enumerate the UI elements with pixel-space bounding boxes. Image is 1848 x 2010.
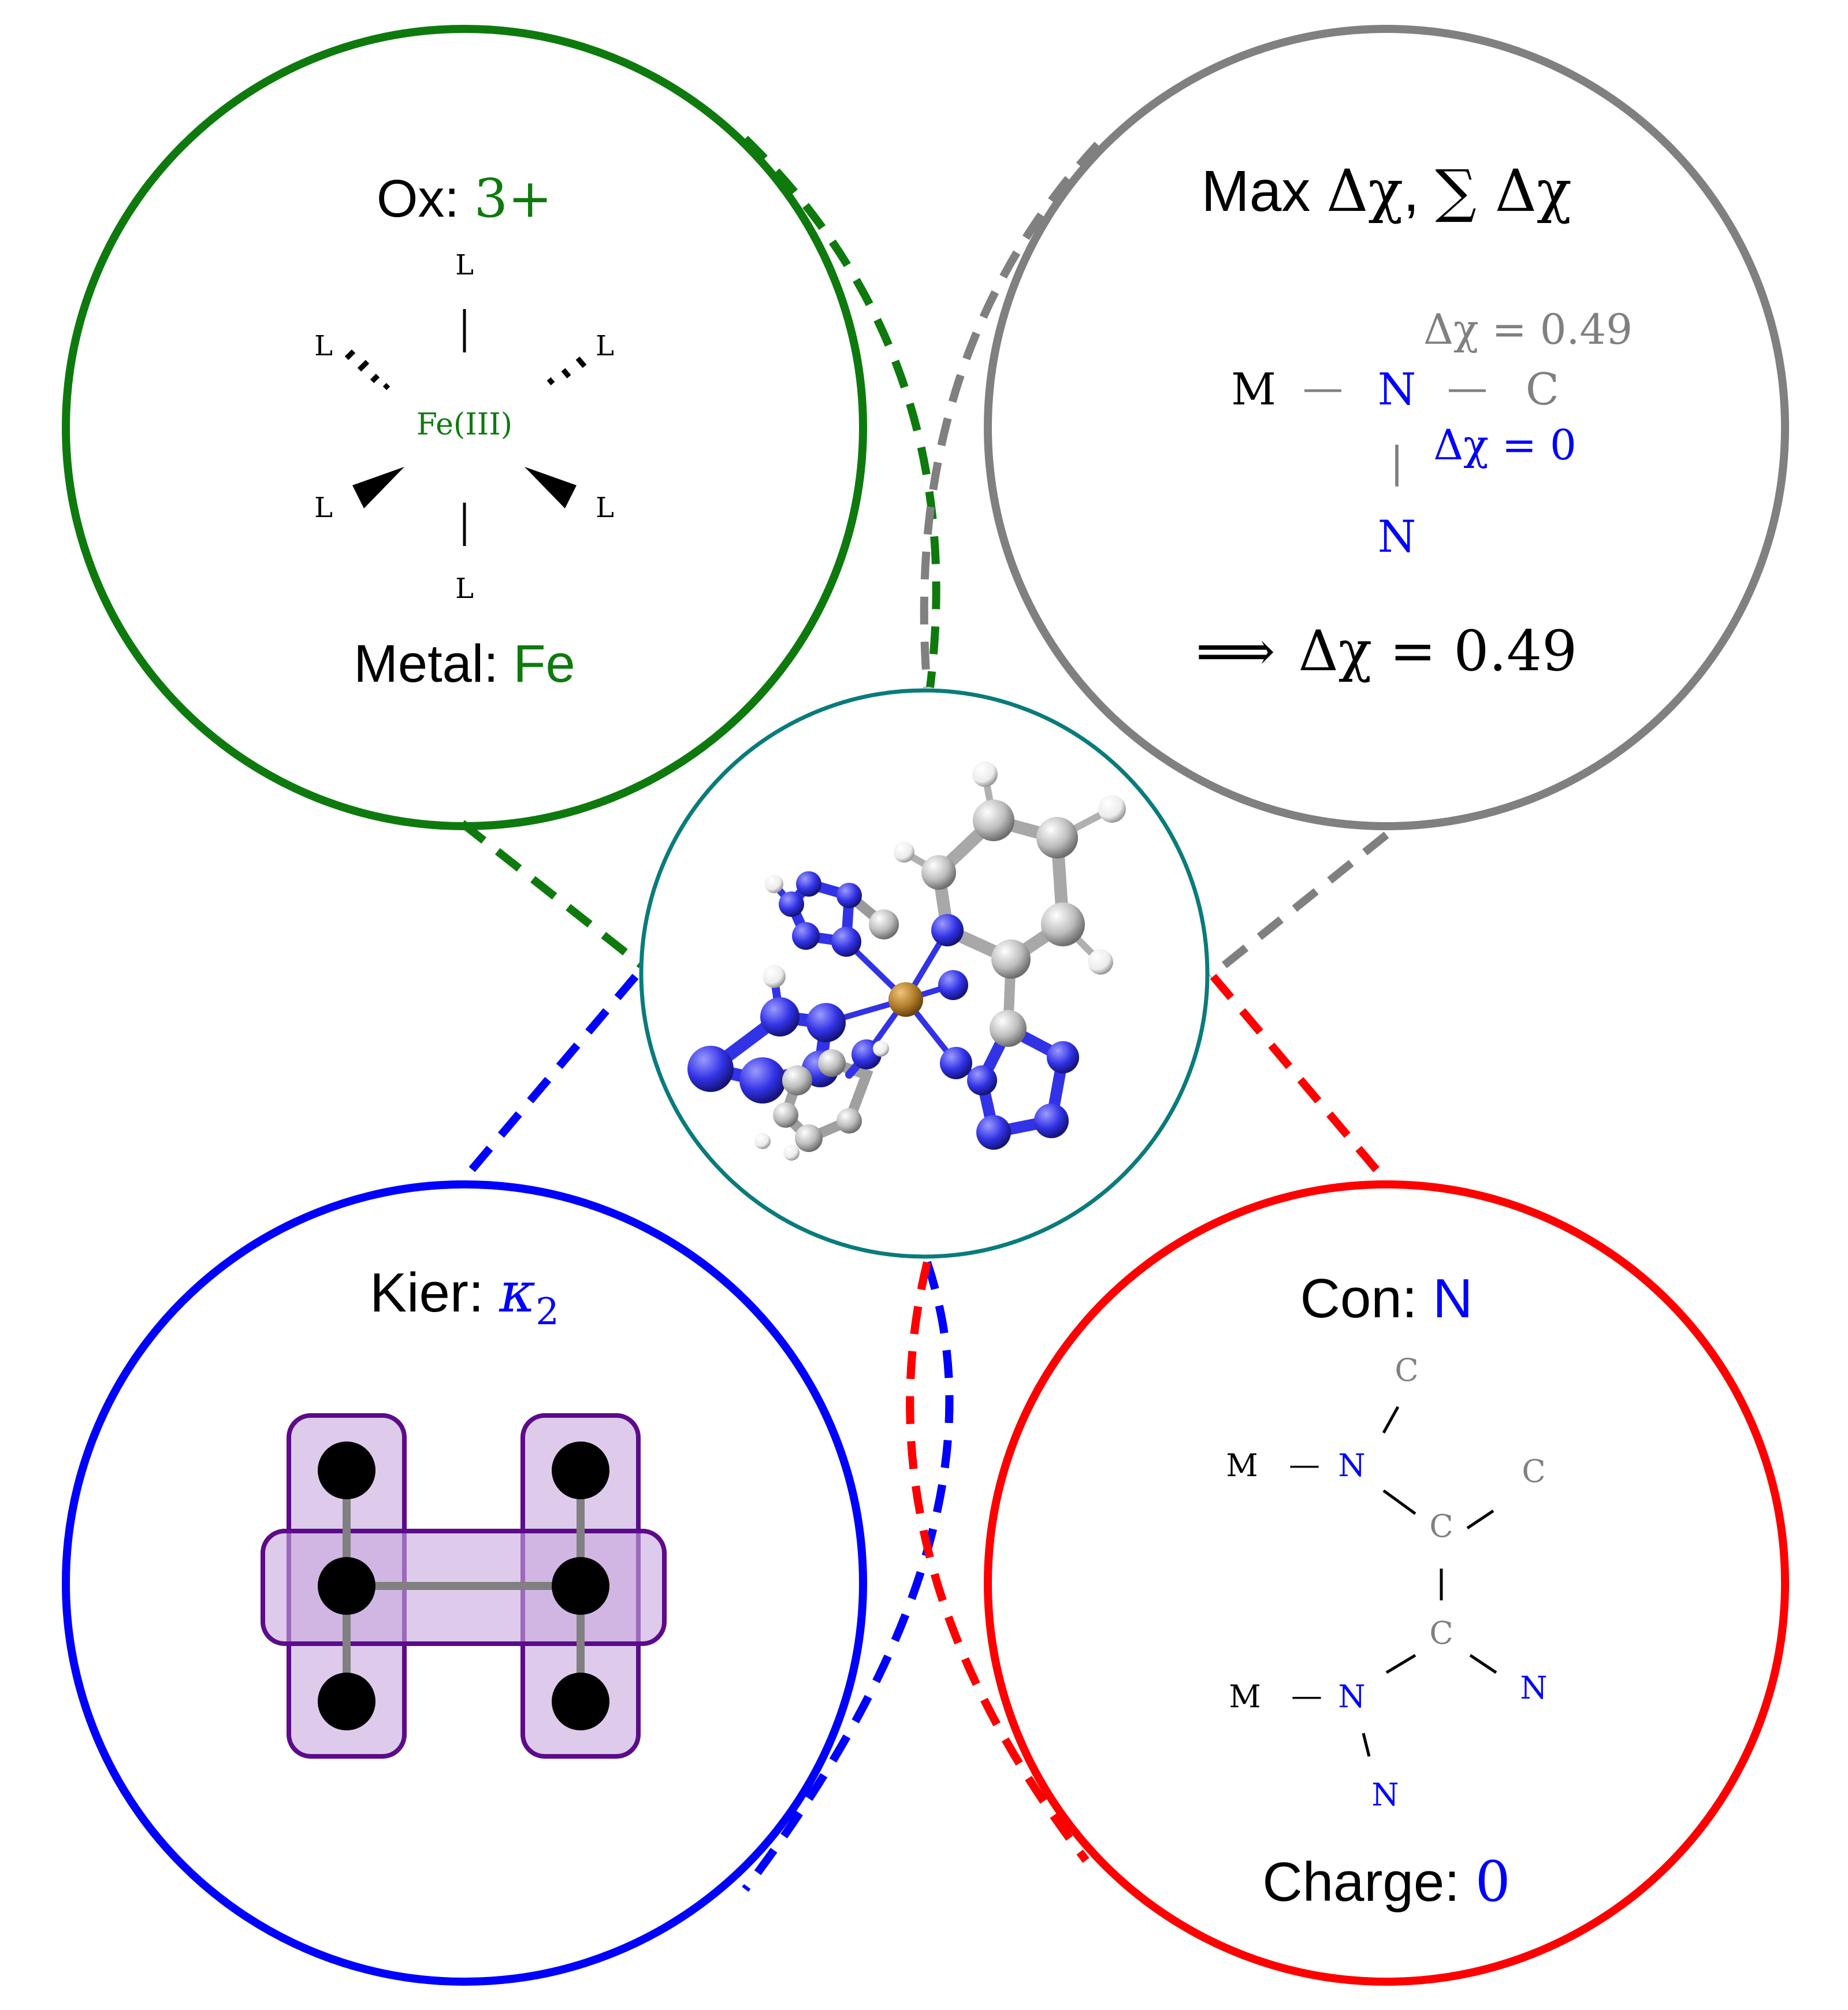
metal-value: Fe (513, 634, 575, 693)
charge-line: Charge: 0 (1262, 1849, 1510, 1914)
electronegativity-panel: Max Δχ, ∑ Δχ Δχ = 0.49 M — N — C Δχ = 0 … (1196, 157, 1633, 683)
wedge-lower-left (352, 467, 404, 508)
blue-connector-top (456, 974, 639, 1187)
dchi-blue: Δχ = 0 (1433, 421, 1576, 469)
oxidation-label: Ox: (377, 169, 474, 228)
charge-value: 0 (1475, 1849, 1511, 1914)
dash-m1: — (1289, 1446, 1320, 1483)
metal-center-label: Fe(III) (417, 407, 512, 442)
chain-metal: M (1231, 363, 1276, 415)
atom-c-mid1: C (1429, 1508, 1453, 1544)
electronegativity-title: Max Δχ, ∑ Δχ (1201, 157, 1571, 225)
gray-connector-bottom (1207, 831, 1389, 980)
metal-line: Metal: Fe (354, 634, 575, 693)
atom-n1: N (1338, 1447, 1365, 1484)
node (318, 1441, 375, 1499)
dchi-top: Δχ = 0.49 (1423, 305, 1633, 354)
kier-label: Kier: (370, 1262, 499, 1324)
connectivity-label: Con: (1300, 1268, 1433, 1329)
atom-c-top: C (1395, 1352, 1418, 1388)
oxidation-title: Ox: 3+ (377, 168, 552, 229)
connectivity-title: Con: N (1300, 1268, 1473, 1329)
ligand-bottom: L (455, 573, 474, 605)
title-dchi: Δχ (1326, 157, 1403, 225)
title-sep: , (1403, 159, 1436, 224)
green-connector-bottom (459, 820, 644, 968)
ligand-top: L (455, 249, 474, 281)
gray-connector-top (920, 142, 1101, 688)
dash-m2: — (1291, 1677, 1322, 1714)
kier-subscript: 2 (536, 1291, 559, 1333)
atom-m2: M (1229, 1678, 1260, 1715)
metal-label: Metal: (354, 634, 513, 693)
ligand-upper-right: L (596, 330, 614, 362)
chain-dash-2: — (1447, 364, 1488, 411)
molecule-icon (687, 761, 1126, 1161)
charge-label: Charge: (1262, 1851, 1475, 1913)
oxidation-panel: Ox: 3+ L L L Fe(III) L L L (314, 168, 614, 693)
graph-icon (261, 1413, 667, 1759)
red-connector-top (1210, 974, 1390, 1184)
ligand-lower-left: L (314, 492, 333, 524)
node (318, 1557, 375, 1615)
oxidation-value: 3+ (474, 168, 553, 229)
implies-line: ⟹ Δχ = 0.49 (1196, 619, 1577, 683)
kier-panel: Kier: κ2 (261, 1260, 667, 1759)
wedge-lower-right (525, 467, 577, 508)
title-prefix: Max (1201, 159, 1326, 224)
chain-nitrogen-bottom: N (1378, 511, 1416, 562)
node (318, 1673, 375, 1730)
atom-m1: M (1226, 1447, 1258, 1484)
atom-n2: N (1338, 1678, 1365, 1715)
ligand-upper-left: L (314, 330, 333, 362)
kier-kappa: κ (499, 1260, 536, 1325)
implies-arrow: ⟹ (1196, 619, 1276, 683)
title-sum: ∑ Δχ (1436, 157, 1572, 225)
ligand-lower-right: L (596, 492, 614, 524)
node (552, 1673, 609, 1730)
chain-carbon: C (1526, 363, 1559, 415)
connector-overlay (742, 1261, 1090, 1892)
atom-n-right: N (1520, 1670, 1547, 1706)
octahedral-geometry-icon: L L L Fe(III) L L L (314, 249, 614, 605)
electronegativity-circle (984, 25, 1789, 830)
node (552, 1441, 609, 1499)
connectivity-circle (984, 1180, 1789, 1986)
atom-c-mid2: C (1429, 1615, 1453, 1651)
chain-nitrogen: N (1378, 363, 1416, 415)
atom-c-right: C (1522, 1453, 1545, 1489)
connectivity-value: N (1433, 1268, 1473, 1329)
chain-dash-1: — (1303, 364, 1343, 411)
dchi-result: Δχ = 0.49 (1298, 619, 1577, 683)
green-connector-top (742, 135, 940, 688)
oxidation-circle (62, 25, 867, 830)
atom-n-bottom: N (1371, 1777, 1399, 1813)
molecule-panel (639, 688, 1210, 1259)
connectivity-structure: C M — N C C C N M — N N (1226, 1352, 1547, 1813)
connectivity-panel: Con: N C M — N C C C N M — N N Charge: 0 (1226, 1268, 1547, 1914)
chain-vbar: | (1390, 438, 1404, 486)
node (552, 1557, 609, 1615)
kier-title: Kier: κ2 (370, 1260, 559, 1333)
